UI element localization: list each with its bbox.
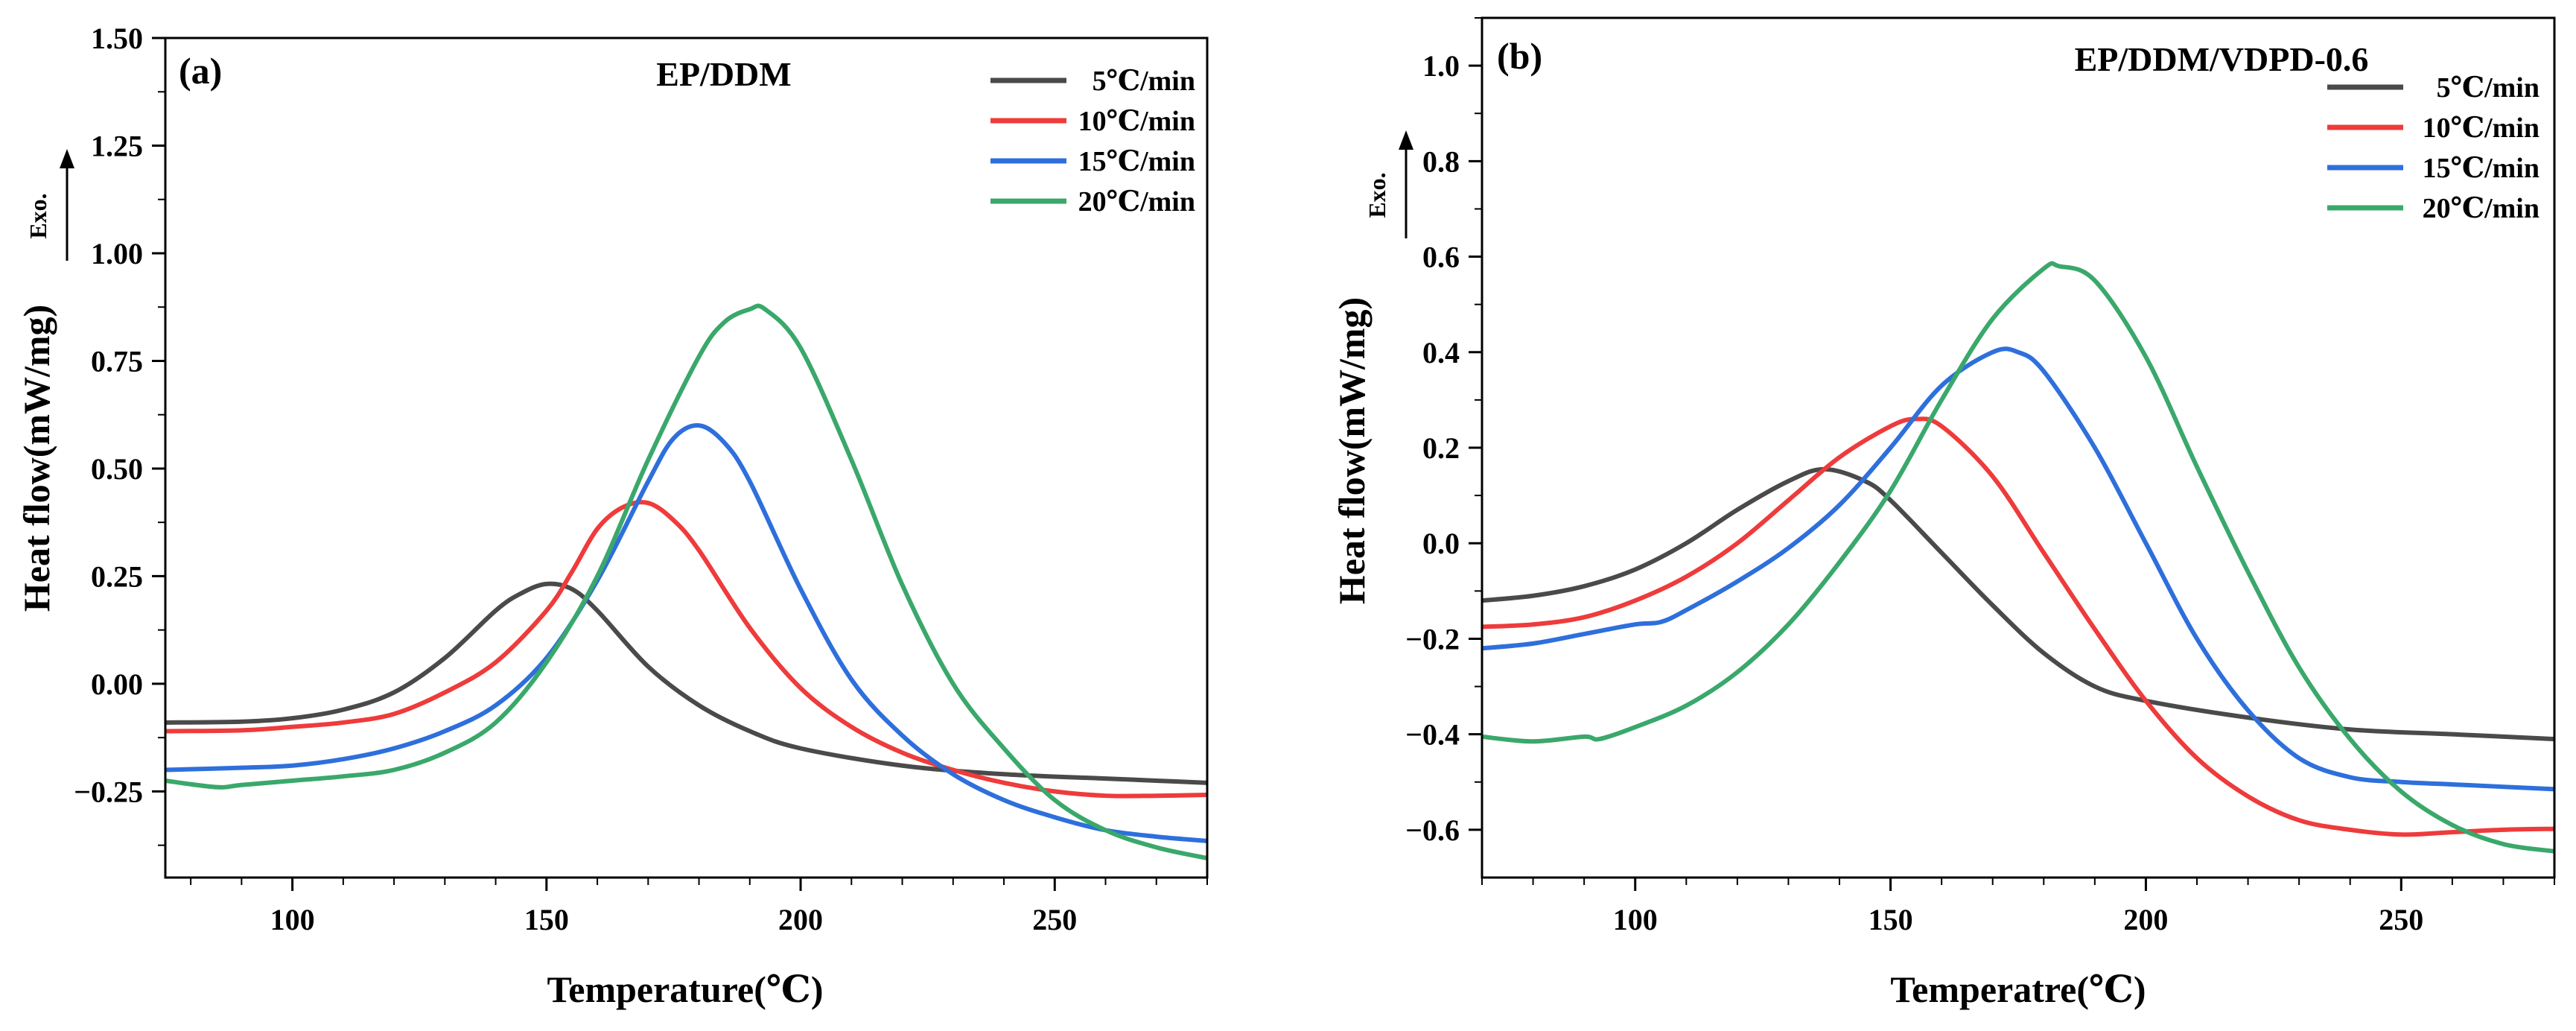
panel-b: 100 150 200 250 −0.6 −0.4 −0.2 0.0 0.2 0.4 0.6 0.8 1…: [1331, 16, 2556, 1010]
panel-a-x-tick-label: 250: [1032, 903, 1077, 936]
panel-a-exo-indicator: Exo.: [25, 149, 74, 261]
panel-a-x-tick-label: 150: [524, 903, 569, 936]
panel-a-y-tick-label: 0.00: [91, 667, 143, 701]
panel-b-y-tick-label: 0.4: [1422, 336, 1460, 369]
panel-a-legend-label: 10℃/min: [1078, 106, 1195, 137]
panel-b-y-tick-label: −0.4: [1405, 718, 1460, 752]
panel-b-legend-label: 5℃/min: [2437, 72, 2540, 104]
panel-b-y-tick-label: 0.2: [1422, 431, 1460, 465]
panel-a-y-axis-title: Heat flow(mW/mg): [16, 305, 57, 612]
panel-b-series: [1482, 261, 2554, 854]
panel-a-y-tick-label: 0.50: [91, 452, 143, 486]
panel-a-series-5C: [165, 581, 1207, 785]
panel-b-x-tick-label: 200: [2123, 903, 2168, 936]
panel-b-series-20C: [1482, 261, 2554, 854]
panel-b-legend-label: 15℃/min: [2423, 153, 2540, 184]
panel-b-y-tick-label: 0.8: [1422, 145, 1460, 178]
panel-a-x-axis-title: Temperature(℃): [547, 968, 824, 1010]
panel-b-x-tick-label: 100: [1613, 903, 1658, 936]
panel-b-x-axis-title: Temperatre(℃): [1890, 968, 2146, 1010]
panel-b-legend-label: 20℃/min: [2423, 193, 2540, 224]
panel-b-series-5C: [1482, 466, 2554, 742]
panel-b-series-15C: [1482, 346, 2554, 792]
panel-a-exo-arrowhead-icon: [60, 149, 74, 168]
panel-b-y-tick-label: −0.2: [1405, 622, 1460, 656]
panel-b-y-tick-label: 0.6: [1422, 241, 1460, 274]
panel-b-legend: 5℃/min 10℃/min 15℃/min 20℃/min: [2327, 72, 2540, 224]
panel-b-legend-label: 10℃/min: [2423, 112, 2540, 144]
panel-a-exo-label: Exo.: [25, 193, 51, 238]
panel-a-ticks: 100 150 200 250 −0.25 0.00 0.25 0.50 0.75 1.00 1.2…: [74, 22, 1208, 936]
panel-a-x-tick-label: 200: [778, 903, 823, 936]
panel-b-x-tick-label: 250: [2379, 903, 2423, 936]
panel-a-series-15C: [165, 423, 1207, 843]
panel-b-ticks: 100 150 200 250 −0.6 −0.4 −0.2 0.0 0.2 0.4 0.6 0.8 1…: [1405, 17, 2555, 936]
panel-b-y-tick-label: 0.0: [1422, 527, 1460, 560]
panel-b-y-tick-label: −0.6: [1405, 813, 1460, 847]
panel-a-legend-label: 5℃/min: [1093, 66, 1195, 97]
panel-a-y-tick-label: 1.25: [91, 129, 143, 162]
panel-a: 100 150 200 250 −0.25 0.00 0.25 0.50 0.75 1.00 1.2…: [16, 22, 1209, 1010]
panel-a-y-tick-label: 0.75: [91, 344, 143, 378]
panel-a-y-tick-label: 0.25: [91, 559, 143, 593]
panel-a-legend: 5℃/min 10℃/min 15℃/min 20℃/min: [990, 66, 1195, 218]
panel-a-letter: (a): [179, 50, 222, 92]
panel-a-y-tick-label: 1.50: [91, 22, 143, 55]
panel-a-y-tick-label: 1.00: [91, 237, 143, 270]
panel-b-exo-arrowhead-icon: [1399, 130, 1413, 150]
panel-b-letter: (b): [1497, 35, 1542, 77]
panel-a-x-tick-label: 100: [270, 903, 315, 936]
panel-b-exo-indicator: Exo.: [1364, 130, 1413, 238]
panel-a-plot-frame: [164, 37, 1209, 879]
panel-a-series: [165, 303, 1207, 860]
panel-a-y-tick-label: −0.25: [74, 775, 143, 808]
panel-a-series-10C: [165, 500, 1207, 799]
panel-b-x-tick-label: 150: [1869, 903, 1913, 936]
panel-b-exo-label: Exo.: [1364, 172, 1390, 218]
panel-b-y-tick-label: 1.0: [1422, 49, 1460, 83]
panel-b-title: EP/DDM/VDPD-0.6: [2075, 40, 2369, 78]
panel-a-legend-label: 15℃/min: [1078, 146, 1195, 177]
panel-a-legend-label: 20℃/min: [1078, 186, 1195, 218]
panel-b-series-10C: [1482, 416, 2554, 837]
panel-b-plot-frame: [1481, 16, 2556, 879]
panel-a-title: EP/DDM: [656, 55, 791, 93]
panel-a-series-20C: [165, 303, 1207, 860]
panel-b-y-axis-title: Heat flow(mW/mg): [1331, 297, 1373, 604]
